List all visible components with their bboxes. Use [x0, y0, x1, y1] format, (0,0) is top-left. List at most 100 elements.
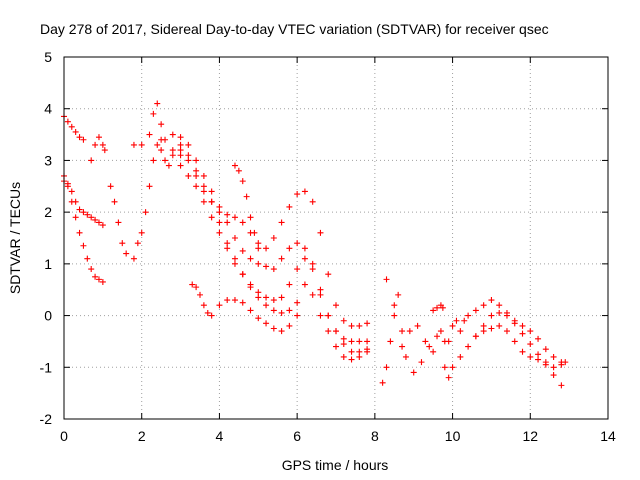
data-point	[146, 183, 153, 190]
data-point	[200, 183, 207, 190]
data-point	[99, 222, 106, 229]
data-point	[340, 317, 347, 324]
data-point	[301, 188, 308, 195]
data-point	[231, 260, 238, 267]
data-point	[99, 141, 106, 148]
data-point	[426, 343, 433, 350]
data-point	[356, 322, 363, 329]
data-point	[88, 157, 95, 164]
data-point	[185, 152, 192, 159]
data-point	[208, 188, 215, 195]
data-point	[503, 328, 510, 335]
data-point	[457, 353, 464, 360]
data-point	[130, 141, 137, 148]
series-track-j	[177, 141, 371, 363]
data-point	[488, 312, 495, 319]
data-point	[247, 284, 254, 291]
y-tick-label: 2	[44, 204, 52, 220]
series-track-i	[169, 152, 371, 355]
data-point	[453, 317, 460, 324]
series-track-o	[383, 276, 444, 355]
data-point	[150, 157, 157, 164]
data-point	[399, 343, 406, 350]
data-point	[503, 312, 510, 319]
data-point	[445, 338, 452, 345]
data-point	[340, 341, 347, 348]
data-point	[255, 294, 262, 301]
data-point	[430, 307, 437, 314]
series-track-r	[472, 322, 569, 371]
data-point	[472, 333, 479, 340]
data-point	[154, 141, 161, 148]
data-point	[193, 183, 200, 190]
data-point	[278, 328, 285, 335]
data-point	[138, 141, 145, 148]
data-point	[286, 245, 293, 252]
data-point	[239, 247, 246, 254]
data-point	[410, 369, 417, 376]
data-point	[193, 167, 200, 174]
x-tick-label: 14	[600, 428, 616, 444]
data-point	[317, 291, 324, 298]
data-point	[364, 338, 371, 345]
data-point	[348, 356, 355, 363]
data-point	[197, 291, 203, 298]
data-point	[185, 157, 192, 164]
data-point	[72, 128, 79, 135]
data-point	[496, 309, 503, 316]
data-point	[80, 136, 87, 143]
data-point	[216, 219, 223, 226]
data-point	[406, 328, 413, 335]
data-point	[154, 100, 161, 107]
data-point	[325, 271, 332, 278]
data-point	[309, 198, 316, 205]
data-point	[200, 198, 207, 205]
data-point	[247, 255, 254, 262]
data-point	[379, 379, 386, 386]
data-point	[550, 353, 557, 360]
data-point	[480, 322, 487, 329]
data-point	[255, 245, 262, 252]
data-point	[200, 172, 207, 179]
data-point	[101, 147, 108, 154]
data-point	[68, 188, 75, 195]
data-point	[348, 348, 355, 355]
data-point	[138, 229, 145, 236]
data-point	[527, 328, 534, 335]
data-point	[535, 351, 542, 358]
data-point	[72, 214, 79, 221]
x-tick-label: 8	[371, 428, 379, 444]
data-point	[309, 291, 316, 298]
data-point	[356, 353, 363, 360]
data-point	[84, 211, 91, 218]
data-point	[387, 338, 394, 345]
data-point	[535, 335, 542, 342]
data-point	[364, 348, 371, 355]
series-track-e	[107, 183, 130, 257]
data-point	[333, 302, 339, 309]
data-point	[80, 209, 87, 216]
data-point	[247, 214, 254, 221]
data-point	[270, 266, 277, 273]
series-track-d	[88, 134, 108, 164]
data-point	[64, 183, 71, 190]
data-point	[76, 206, 83, 213]
data-point	[445, 374, 452, 381]
data-point	[519, 348, 526, 355]
data-point	[208, 214, 215, 221]
data-point	[200, 188, 207, 195]
data-point	[439, 304, 446, 311]
y-tick-label: 0	[44, 308, 52, 324]
data-point	[278, 255, 285, 262]
data-point	[535, 356, 542, 363]
data-point	[162, 157, 169, 164]
data-point	[488, 297, 495, 304]
data-point	[193, 157, 200, 164]
data-point	[263, 302, 270, 309]
data-point	[177, 134, 184, 141]
data-point	[165, 162, 172, 169]
data-point	[239, 299, 246, 306]
y-tick-label: 4	[44, 101, 52, 117]
data-point	[437, 328, 444, 335]
data-point	[216, 302, 223, 309]
